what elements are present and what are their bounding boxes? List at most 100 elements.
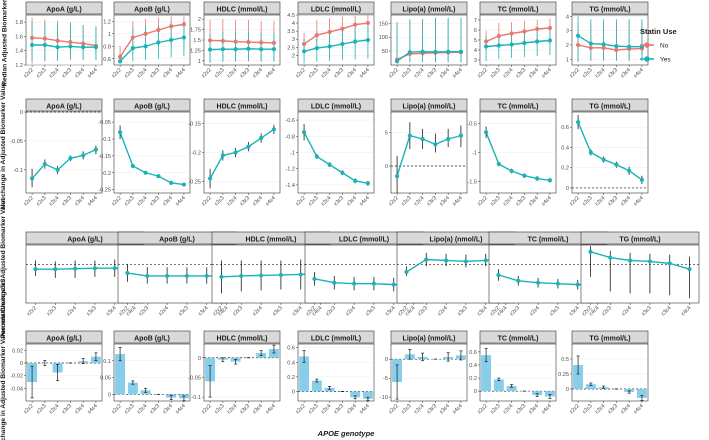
- x-tick-label: ε2ε2: [569, 195, 581, 207]
- bar: [362, 391, 373, 399]
- y-tick-label: 5: [474, 38, 477, 44]
- x-tick-label: ε2ε2: [569, 67, 581, 79]
- x-tick-label: ε4ε4: [359, 403, 371, 415]
- series-yes-point: [181, 35, 187, 40]
- x-tick-label: ε3ε4: [528, 195, 540, 207]
- x-tick-label: ε4ε4: [359, 195, 371, 207]
- series-yes-point: [68, 44, 73, 49]
- x-tick-label: ε3ε4: [291, 305, 303, 317]
- x-tick-label: ε3ε3: [333, 195, 345, 207]
- y-tick-label: -1: [290, 151, 295, 157]
- plot-area: [571, 343, 649, 402]
- series-no-point: [156, 27, 161, 33]
- x-tick-label: ε2ε3: [401, 195, 413, 207]
- y-tick-label: -0.2: [191, 151, 201, 157]
- y-tick-label: 3: [292, 37, 295, 43]
- series-net-change-point: [220, 153, 225, 158]
- series-net-change-point: [259, 135, 264, 141]
- series-net-change-point: [207, 176, 213, 181]
- y-tick-label: 1: [108, 32, 111, 38]
- series-net-change-point: [298, 272, 303, 277]
- x-tick-label: ε3ε3: [333, 67, 345, 79]
- plot-area: [390, 111, 468, 194]
- x-tick-label: ε2ε4: [136, 403, 148, 415]
- series-net-change-point: [53, 267, 58, 272]
- x-tick-label: ε2ε4: [48, 195, 60, 207]
- legend-yes-marker: [644, 56, 650, 62]
- y-tick-label: 4: [566, 14, 569, 20]
- plot-area: [571, 14, 649, 66]
- series-no-point: [327, 29, 332, 35]
- series-yes-point: [627, 44, 632, 49]
- x-tick-label: ε2ε4: [226, 67, 238, 79]
- series-net-change-point: [145, 273, 150, 279]
- x-tick-label: ε2ε3: [232, 305, 244, 317]
- y-tick-label: -5: [383, 376, 388, 382]
- facet-strip-label: HDLC (mmol/L): [217, 336, 268, 343]
- series-net-change-point: [125, 270, 130, 276]
- y-tick-label: 0.4: [469, 363, 477, 369]
- y-tick-label: -0.8: [285, 134, 295, 140]
- facet-strip: [479, 1, 557, 15]
- x-tick-label: ε3ε4: [74, 403, 86, 415]
- y-tick-label: 0: [385, 357, 388, 363]
- series-net-change-point: [233, 150, 238, 155]
- x-tick-label: ε3ε3: [607, 403, 619, 415]
- x-tick-label: ε4ε4: [175, 195, 187, 207]
- series-no-point: [365, 20, 371, 26]
- x-tick-label: ε3ε4: [252, 403, 264, 415]
- panel-apoa: ApoA (g/L) -0.1 -0.05 0 ε2ε2 ε2ε3 ε2ε4 ε3ε3 ε3ε4…: [10, 98, 103, 207]
- x-tick-label: ε2ε4: [437, 305, 449, 317]
- y-tick-label: 0.25: [558, 372, 569, 378]
- series-net-change-point: [184, 273, 190, 279]
- bar: [311, 380, 322, 392]
- facet-strip: [113, 98, 191, 112]
- series-no-point: [271, 40, 277, 46]
- series-net-change-point: [614, 162, 619, 167]
- x-tick-label: ε2ε4: [226, 195, 238, 207]
- row-y-axis-title: Percent Change in Adjusted Biomarker Val…: [0, 197, 7, 339]
- facet-strip-label: ApoB (g/L): [134, 7, 170, 14]
- y-tick-label: 0.2: [469, 376, 477, 382]
- panel-tc: TC (mmol/L) 0 0.2 0.4 0.6 ε2ε2 ε2ε3 ε2ε4 ε3ε3 ε3ε…: [469, 330, 557, 415]
- x-tick-label: ε2ε3: [490, 67, 502, 79]
- facet-strip: [571, 98, 649, 112]
- series-net-change-point: [483, 130, 489, 135]
- x-tick-label: ε2ε4: [48, 67, 60, 79]
- series-no-point: [117, 54, 123, 59]
- x-tick-label: ε3ε4: [620, 67, 632, 79]
- x-tick-label: ε2ε4: [413, 403, 425, 415]
- series-net-change-point: [627, 258, 633, 263]
- series-no-point: [509, 31, 514, 36]
- facet-strip-label: TC (mmol/L): [498, 104, 539, 111]
- facet-strip-label: Lipo(a) (nmol/L): [403, 104, 456, 111]
- x-tick-label: ε2ε2: [477, 195, 489, 207]
- facet-strip-label: HDLC (mmol/L): [217, 7, 268, 14]
- series-no-point: [588, 45, 593, 50]
- series-net-change-point: [29, 176, 35, 181]
- x-tick-label: ε2ε2: [111, 67, 123, 79]
- x-tick-label: ε2ε3: [214, 67, 226, 79]
- panel-tc: TC (mmol/L) -1.5 -1 -0.5 ε2ε2 ε2ε3 ε2ε4 ε3ε3 ε3ε…: [467, 98, 557, 207]
- x-tick-label: ε3ε4: [384, 305, 396, 317]
- y-tick-label: 6: [474, 28, 477, 34]
- panel-apob: ApoB (g/L) 0 0.05 0.1 ε2ε2 ε2ε3 ε2ε4 ε3ε3 ε3ε4 ε4…: [100, 330, 191, 415]
- y-tick-label: 2: [198, 17, 201, 23]
- chart-row-2: Percent Change in Adjusted Biomarker Val…: [0, 197, 700, 339]
- series-net-change-line: [221, 273, 321, 278]
- facet-strip-label: Lipo(a) (nmol/L): [403, 7, 456, 14]
- series-no-point: [601, 45, 606, 50]
- plot-area: [203, 343, 281, 402]
- x-tick-label: ε4ε4: [87, 67, 99, 79]
- series-net-change-point: [81, 153, 86, 158]
- y-tick-label: 0: [20, 110, 23, 116]
- series-yes-point: [575, 33, 581, 38]
- panel-lipoa: Lipo(a) (nmol/L) 50 100 150 ε2ε2 ε2ε3 ε2ε4 ε3ε3…: [379, 1, 468, 79]
- y-tick-label: -0.1: [13, 168, 23, 174]
- series-yes-point: [394, 59, 400, 64]
- facet-strip-label: TC (mmol/L): [498, 336, 539, 343]
- y-tick-label: 0: [20, 361, 23, 367]
